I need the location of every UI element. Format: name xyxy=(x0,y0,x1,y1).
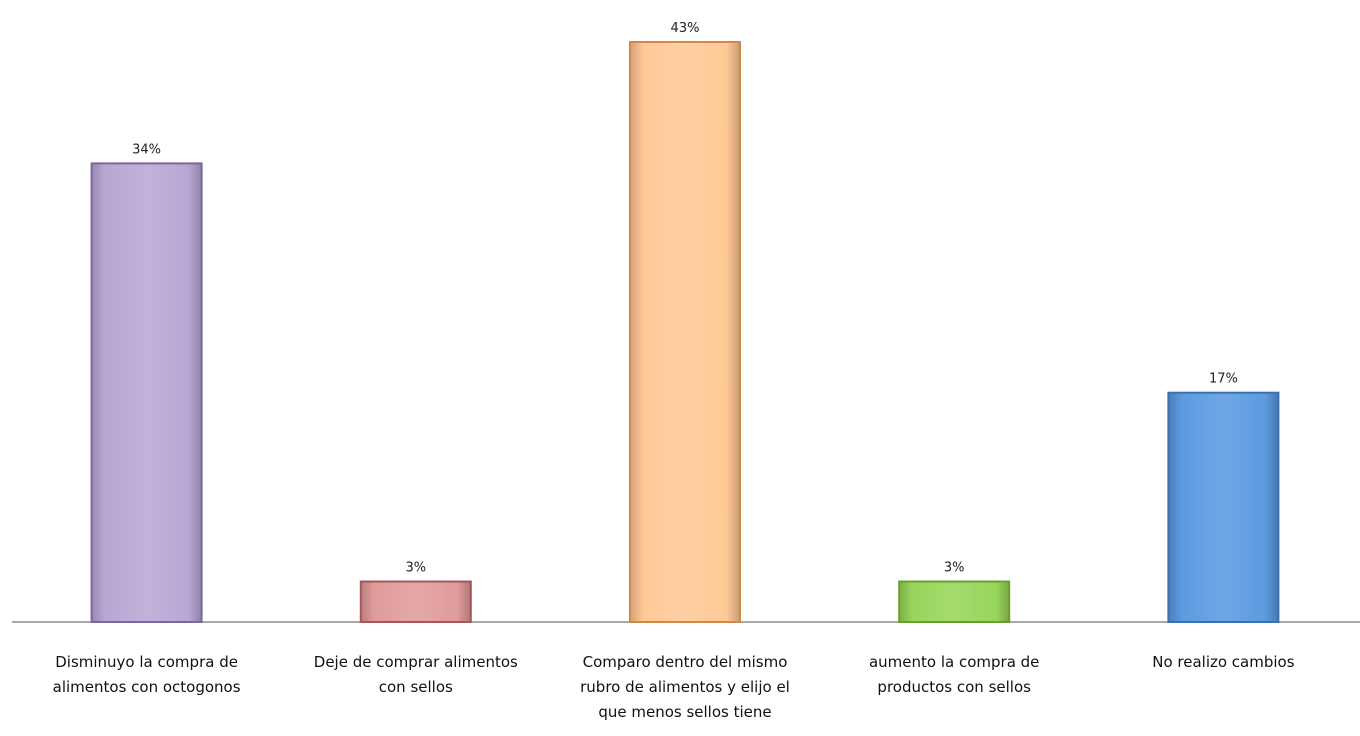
bar-1 xyxy=(90,162,203,623)
category-label-4: aumento la compra de productos con sellos xyxy=(869,653,1039,696)
data-label-2: 3% xyxy=(405,561,426,576)
bar-3 xyxy=(629,41,741,623)
category-label-3: Comparo dentro del mismo rubro de aliment… xyxy=(580,653,790,721)
category-label-1: Disminuyo la compra de alimentos con octo… xyxy=(53,653,241,696)
data-label-3: 43% xyxy=(671,21,700,36)
data-label-1: 34% xyxy=(132,142,161,157)
data-label-5: 17% xyxy=(1209,372,1238,387)
bar-5 xyxy=(1167,391,1280,623)
category-labels-group: Disminuyo la compra de alimentos con octo… xyxy=(53,653,1295,721)
category-label-2: Deje de comprar alimentos con sellos xyxy=(314,653,518,696)
data-labels-group: 34% 3% 43% 3% 17% xyxy=(132,21,1238,576)
category-label-5: No realizo cambios xyxy=(1152,653,1294,671)
bar-4 xyxy=(898,580,1011,624)
bar-2 xyxy=(359,580,472,624)
data-label-4: 3% xyxy=(944,561,965,576)
bars-group xyxy=(90,41,1280,624)
